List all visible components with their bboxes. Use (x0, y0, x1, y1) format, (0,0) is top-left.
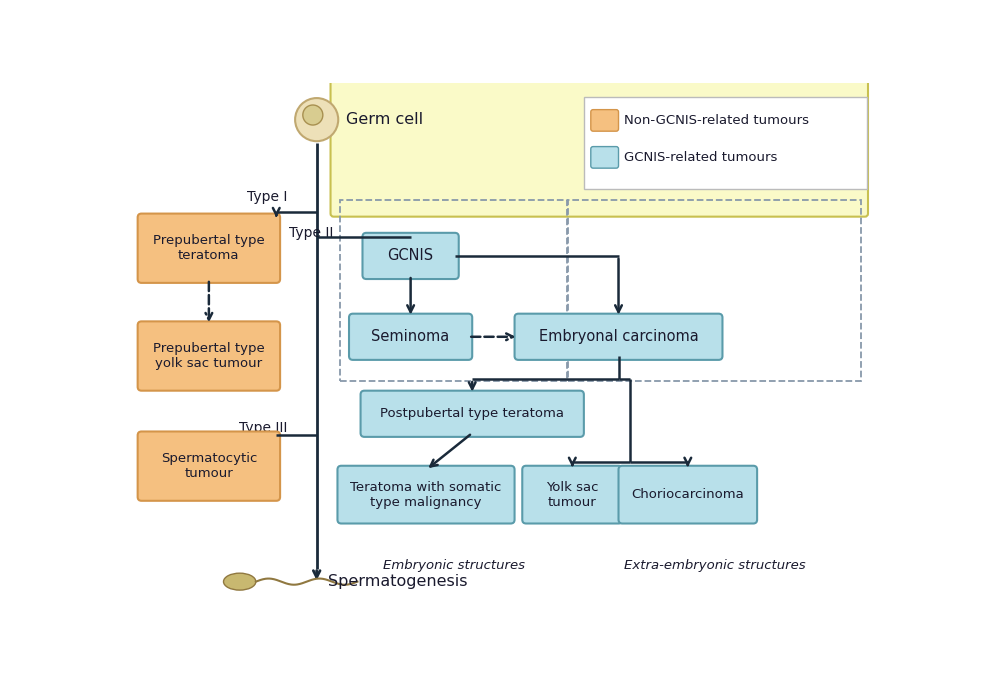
FancyBboxPatch shape (330, 0, 868, 216)
FancyBboxPatch shape (337, 466, 515, 524)
Text: Prepubertal type
teratoma: Prepubertal type teratoma (153, 234, 265, 263)
FancyBboxPatch shape (584, 96, 868, 189)
Text: Embryonal carcinoma: Embryonal carcinoma (538, 329, 698, 344)
Circle shape (303, 105, 322, 125)
Text: Teratoma with somatic
type malignancy: Teratoma with somatic type malignancy (350, 481, 502, 508)
Text: Type III: Type III (239, 421, 287, 435)
Text: Prepubertal type
yolk sac tumour: Prepubertal type yolk sac tumour (153, 342, 265, 370)
Text: Type I: Type I (247, 189, 287, 204)
FancyBboxPatch shape (591, 147, 618, 168)
FancyBboxPatch shape (363, 233, 458, 279)
Text: Yolk sac
tumour: Yolk sac tumour (546, 481, 599, 508)
Circle shape (295, 98, 338, 141)
Text: Type II: Type II (289, 226, 333, 240)
FancyBboxPatch shape (515, 313, 723, 360)
Ellipse shape (224, 573, 255, 590)
Text: Postpubertal type teratoma: Postpubertal type teratoma (381, 407, 564, 420)
Text: Seminoma: Seminoma (372, 329, 450, 344)
Text: GCNIS-related tumours: GCNIS-related tumours (624, 151, 777, 164)
Text: Germ cell: Germ cell (346, 112, 423, 127)
FancyBboxPatch shape (591, 110, 618, 131)
FancyBboxPatch shape (618, 466, 757, 524)
Text: Non-GCNIS-related tumours: Non-GCNIS-related tumours (624, 114, 809, 127)
FancyBboxPatch shape (138, 431, 280, 501)
FancyBboxPatch shape (138, 321, 280, 391)
Text: Spermatocytic
tumour: Spermatocytic tumour (161, 452, 257, 480)
Text: Choriocarcinoma: Choriocarcinoma (631, 488, 744, 501)
FancyBboxPatch shape (138, 214, 280, 283)
Text: Spermatogenesis: Spermatogenesis (328, 574, 467, 589)
FancyBboxPatch shape (361, 391, 584, 437)
Text: Extra-embryonic structures: Extra-embryonic structures (624, 559, 806, 572)
Text: GCNIS: GCNIS (387, 249, 434, 263)
FancyBboxPatch shape (349, 313, 472, 360)
Text: Embryonic structures: Embryonic structures (383, 559, 525, 572)
FancyBboxPatch shape (523, 466, 622, 524)
